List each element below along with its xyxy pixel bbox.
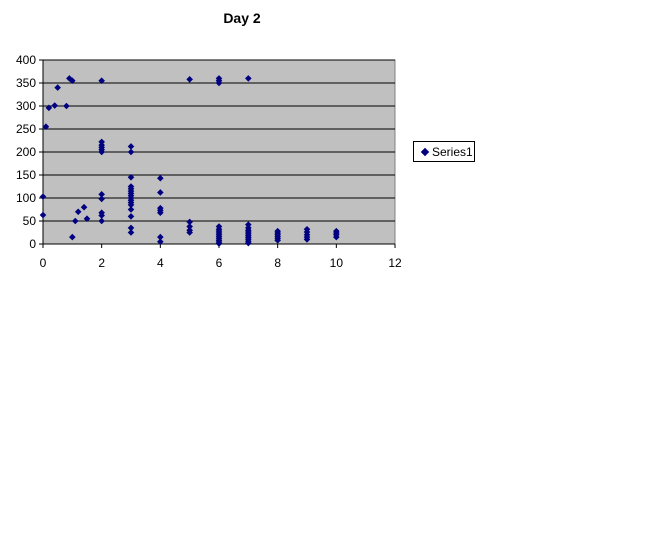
data-point [127,213,135,220]
y-tick-label: 200 [16,145,36,159]
data-point [51,102,59,109]
data-point [333,233,340,241]
data-point [127,206,135,213]
data-point [42,123,50,130]
data-point [245,75,252,82]
x-tick-label: 2 [98,256,105,270]
y-tick-label: 100 [16,191,36,205]
y-tick-label: 300 [16,99,36,113]
data-point [157,233,164,241]
y-tick-label: 350 [16,76,36,90]
data-point [303,236,311,243]
data-point [215,79,223,87]
data-point [98,217,105,225]
data-point [245,239,252,247]
data-point [83,215,91,222]
y-tick-label: 400 [16,53,36,67]
data-point [127,148,135,156]
data-point [186,223,193,230]
data-point [157,238,164,245]
legend-series-label: Series1 [432,144,473,159]
x-tick-label: 4 [157,256,164,270]
data-point [157,189,164,196]
data-point [69,77,76,84]
data-point [80,203,88,211]
data-point [127,174,135,181]
data-point [71,217,79,225]
data-point [127,229,135,236]
x-tick-label: 0 [40,256,47,270]
data-point [98,195,105,203]
data-point [157,209,164,217]
data-points [39,75,340,247]
y-tick-label: 150 [16,168,36,182]
y-axis: 0 50 100 150 200 250 300 350 400 [16,53,44,251]
data-point [69,233,76,241]
data-point [98,212,105,219]
data-point [215,240,223,247]
chart-title: Day 2 [223,10,261,26]
data-point [127,224,135,232]
data-point [98,148,105,156]
data-point [186,229,193,236]
data-point [39,211,47,219]
x-tick-label: 12 [388,256,402,270]
data-point [98,191,105,198]
y-tick-label: 250 [16,122,36,136]
data-point [127,201,135,209]
x-tick-label: 6 [216,256,223,270]
data-point [45,104,53,112]
x-tick-label: 10 [330,256,344,270]
y-tick-label: 50 [23,214,37,228]
data-point [127,143,135,150]
data-point [63,102,70,110]
data-point [39,193,47,200]
data-point [74,208,82,216]
data-point [186,218,193,226]
data-point [157,174,164,182]
x-tick-label: 8 [274,256,281,270]
y-tick-label: 0 [29,237,36,251]
legend: Series1 [413,141,475,162]
data-point [54,84,61,91]
diamond-marker-icon [420,147,430,156]
x-axis: 0 2 4 6 8 10 12 [40,243,402,270]
data-point [98,77,105,84]
data-point [274,237,281,244]
data-point [186,76,193,83]
